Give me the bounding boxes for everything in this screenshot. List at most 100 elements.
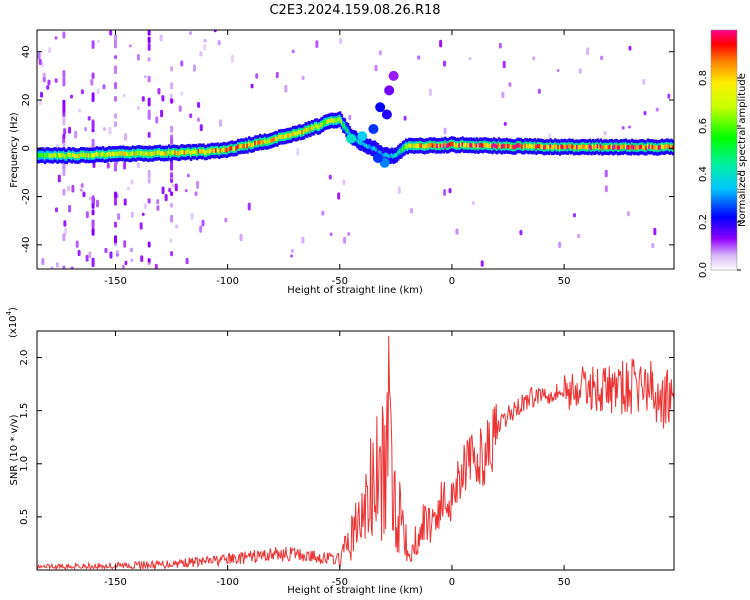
ridge-core [386,152,389,158]
noise-streak [170,172,174,178]
noise-cell [69,94,73,99]
ridge-core [48,153,51,158]
ridge-core [393,153,397,158]
ridge-core [221,148,224,153]
ridge-core [235,146,238,151]
ridge-core [144,151,147,156]
ridge-core [433,142,436,148]
noise-cell [123,133,127,141]
ridge-core [260,140,263,145]
ridge-core [455,143,458,148]
ridge-core [365,143,369,149]
ridge-core [251,142,254,148]
noise-cell [141,212,145,216]
ridge-core [668,145,672,150]
noise-cell [102,127,106,131]
ridge-core [244,142,248,148]
ridge-core [403,145,406,151]
noise-cell [503,121,507,126]
noise-cell [291,49,295,54]
ridge-core [521,144,524,149]
noise-cell [47,79,51,86]
ridge-core [246,143,249,149]
noise-cell [85,254,89,262]
ridge-core [45,152,48,158]
ridge-core [593,145,596,150]
ridge-core [568,143,571,149]
ridge-core [172,150,175,155]
noise-cell [124,260,128,266]
noise-cell [55,262,59,268]
ridge-core [247,141,251,147]
ridge-core [343,123,347,129]
ridge-core [643,145,647,150]
ridge-core [203,150,207,155]
ridge-core [406,144,409,149]
ridge-core [57,152,61,158]
noise-cell [628,125,632,129]
noise-cell [123,161,127,170]
ridge-core [160,151,163,156]
ridge-core [445,143,449,148]
ridge-core [395,152,398,157]
ridge-core [530,144,533,149]
ridge-core [373,145,376,151]
noise-cell [80,89,84,95]
noise-streak [91,201,95,209]
ridge-core [167,149,171,155]
ridge-core [508,144,511,149]
ridge-core [219,148,223,153]
ridge-core [502,143,505,149]
noise-cell [174,183,178,192]
noise-streak [114,163,118,172]
noise-cell [443,60,447,67]
x-tick-label: 0 [449,276,455,287]
y-tick-label: 40 [21,45,32,58]
noise-cell [88,251,92,259]
noise-cell [157,87,161,95]
noise-cell [136,53,140,61]
noise-cell [577,233,581,239]
ridge-core [117,151,121,156]
ridge-core [585,144,588,150]
ridge-core [64,154,67,159]
noise-cell [185,257,189,265]
ridge-blob [384,85,395,96]
noise-streak [91,119,95,130]
noise-cell [196,117,200,123]
ridge-core [213,148,216,154]
spectrogram-noise [37,30,671,269]
ridge-core [408,143,411,148]
ridge-core [588,144,592,149]
noise-cell [301,236,305,244]
noise-cell [199,225,203,233]
ridge-core [97,152,100,157]
ridge-core [400,148,403,153]
noise-cell [96,88,100,95]
ridge-core [177,151,180,156]
noise-streak [114,95,118,102]
ridge-core [153,150,157,156]
noise-streak [62,116,66,126]
noise-cell [154,263,158,269]
ridge-blob [388,70,399,81]
noise-cell [175,224,179,229]
ridge-core [576,144,579,150]
ridge-core [266,139,270,144]
ridge-core [103,153,106,158]
ridge-core [376,148,380,153]
noise-cell [169,93,173,100]
noise-streak [147,132,151,138]
ridge-core [450,141,453,147]
ridge-core [463,143,466,148]
ridge-core [554,143,557,149]
ridge-core [607,145,610,150]
snr-y-ticks: 0.5 1.0 1.5 2.0 [19,350,674,525]
ridge-core [302,129,306,134]
ridge-core [544,144,548,150]
noise-cell [136,106,140,110]
ridge-core [130,152,133,157]
noise-cell [573,213,577,218]
ridge-core [321,122,325,127]
ridge-core [95,151,99,157]
